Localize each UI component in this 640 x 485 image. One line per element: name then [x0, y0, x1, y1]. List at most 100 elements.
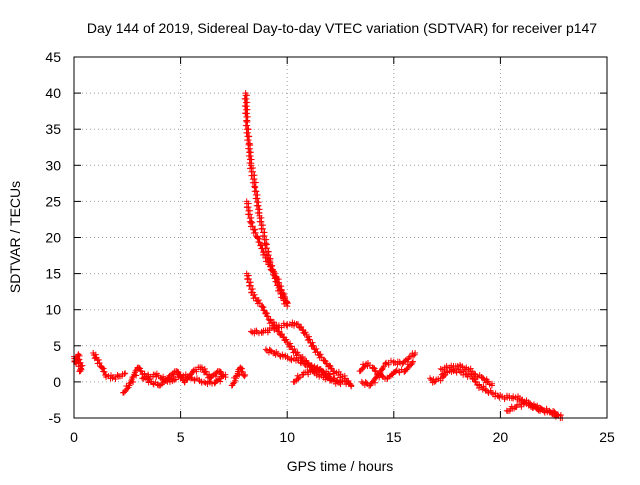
data-point-marker [241, 102, 248, 109]
data-point-marker [459, 363, 466, 370]
data-point-marker [133, 372, 140, 379]
y-axis-tick-labels: -5 0 5 10 15 20 25 30 35 40 45 [45, 49, 61, 426]
data-point-marker [437, 365, 444, 372]
x-tick-label: 0 [70, 429, 78, 445]
data-point-marker [245, 211, 252, 218]
y-tick-label: 0 [53, 374, 61, 390]
data-point-marker [217, 368, 224, 375]
series-arc-7 [243, 198, 291, 306]
y-tick-label: 20 [45, 230, 61, 246]
series-arc-15 [437, 361, 496, 389]
data-point-marker [222, 374, 229, 381]
data-point-marker [408, 361, 415, 368]
data-point-marker [441, 372, 448, 379]
data-point-marker [282, 298, 289, 305]
data-point-marker [487, 387, 494, 394]
data-point-marker [371, 367, 378, 374]
data-point-marker [264, 254, 271, 261]
y-tick-label: -5 [49, 410, 62, 426]
grid-lines [74, 57, 607, 418]
data-point-marker [251, 291, 258, 298]
data-point-marker [323, 360, 330, 367]
data-point-marker [405, 355, 412, 362]
data-point-marker [243, 204, 250, 211]
data-point-marker [396, 358, 403, 365]
series-arc-2 [90, 350, 129, 383]
data-point-marker [242, 371, 249, 378]
data-point-marker [482, 385, 489, 392]
data-point-marker [260, 307, 267, 314]
data-point-marker [209, 380, 216, 387]
data-point-marker [79, 362, 86, 369]
data-point-marker [288, 343, 295, 350]
data-point-marker [437, 377, 444, 384]
data-point-marker [252, 179, 259, 186]
data-point-marker [302, 329, 309, 336]
x-tick-label: 15 [386, 429, 402, 445]
data-point-marker [244, 275, 251, 282]
data-point-marker [318, 354, 325, 361]
data-point-marker [246, 282, 253, 289]
data-point-marker [339, 377, 346, 384]
data-point-marker [201, 368, 208, 375]
data-point-marker [270, 319, 277, 326]
series-arc-6 [241, 90, 291, 310]
data-point-marker [77, 365, 84, 372]
data-point-marker [114, 371, 121, 378]
data-point-marker [282, 295, 289, 302]
data-point-marker [267, 316, 274, 323]
data-point-marker [372, 368, 379, 375]
data-point-marker [360, 363, 367, 370]
data-point-marker [282, 337, 289, 344]
data-point-marker [263, 240, 270, 247]
data-point-marker [274, 279, 281, 286]
data-point-marker [406, 353, 413, 360]
data-point-marker [484, 378, 491, 385]
data-point-marker [370, 364, 377, 371]
data-point-marker [543, 405, 550, 412]
data-point-marker [305, 336, 312, 343]
data-point-marker [478, 373, 485, 380]
y-axis-label: SDTVAR / TECUs [7, 181, 23, 293]
data-point-marker [95, 356, 102, 363]
data-point-marker [237, 365, 244, 372]
data-point-marker [299, 326, 306, 333]
data-point-marker [411, 351, 418, 358]
data-point-marker [260, 232, 267, 239]
y-tick-label: 40 [45, 85, 61, 101]
data-point-marker [489, 380, 496, 387]
data-point-marker [137, 367, 144, 374]
data-point-marker [256, 300, 263, 307]
data-point-marker [259, 303, 266, 310]
data-point-marker [241, 95, 248, 102]
data-point-marker [328, 365, 335, 372]
data-point-marker [429, 379, 436, 386]
data-point-marker [263, 251, 270, 258]
data-point-marker [322, 373, 329, 380]
data-point-marker [536, 404, 543, 411]
data-point-marker [405, 363, 412, 370]
data-point-marker [277, 286, 284, 293]
data-point-marker [253, 327, 260, 334]
data-point-marker [122, 370, 129, 377]
data-point-marker [279, 351, 286, 358]
series-arc-11 [290, 366, 355, 390]
axis-ticks [73, 56, 608, 419]
data-point-marker [327, 365, 334, 372]
series-arc-4 [139, 370, 229, 388]
chart-title: Day 144 of 2019, Sidereal Day-to-day VTE… [87, 20, 597, 36]
data-point-marker [184, 375, 191, 382]
data-point-marker [314, 348, 321, 355]
x-axis-label: GPS time / hours [287, 458, 394, 474]
x-axis-tick-labels: 0 5 10 15 20 25 [70, 429, 615, 445]
data-point-marker [326, 362, 333, 369]
series-arc-16 [503, 399, 561, 418]
data-point-marker [348, 383, 355, 390]
data-point-marker [202, 368, 209, 375]
data-point-marker [409, 359, 416, 366]
data-point-marker [252, 294, 259, 301]
data-point-marker [287, 343, 294, 350]
data-point-marker [257, 242, 264, 249]
x-tick-label: 25 [599, 429, 615, 445]
data-point-marker [249, 219, 256, 226]
